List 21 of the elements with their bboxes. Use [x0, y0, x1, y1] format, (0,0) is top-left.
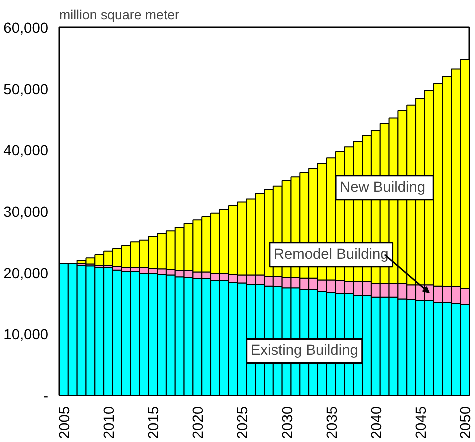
x-tick-label: 2045 — [414, 406, 430, 440]
y-tick-label: 50,000 — [4, 82, 48, 98]
y-tick-label: 40,000 — [4, 144, 48, 160]
x-tick-label: 2035 — [324, 406, 341, 440]
y-tick-label: 30,000 — [4, 205, 48, 221]
x-tick-label: 2030 — [280, 406, 296, 440]
x-tick-label: 2025 — [236, 406, 252, 440]
x-tick-label: 2040 — [369, 406, 386, 440]
x-tick-label: 2010 — [102, 406, 118, 440]
y-axis-title: million square meter — [60, 8, 180, 22]
series-label: New Building — [340, 180, 426, 196]
x-tick-label: 2020 — [191, 406, 208, 440]
x-tick-label: 2050 — [458, 406, 475, 440]
x-tick-label: 2015 — [146, 406, 163, 440]
y-tick-label: 10,000 — [4, 328, 48, 344]
x-tick-label: 2005 — [57, 406, 74, 440]
series-label: Existing Building — [250, 343, 358, 360]
y-tick-label: 60,000 — [4, 21, 48, 37]
y-tick-label: 20,000 — [4, 266, 48, 282]
series-label: Remodel Building — [274, 246, 389, 263]
y-tick-label: - — [44, 389, 49, 405]
